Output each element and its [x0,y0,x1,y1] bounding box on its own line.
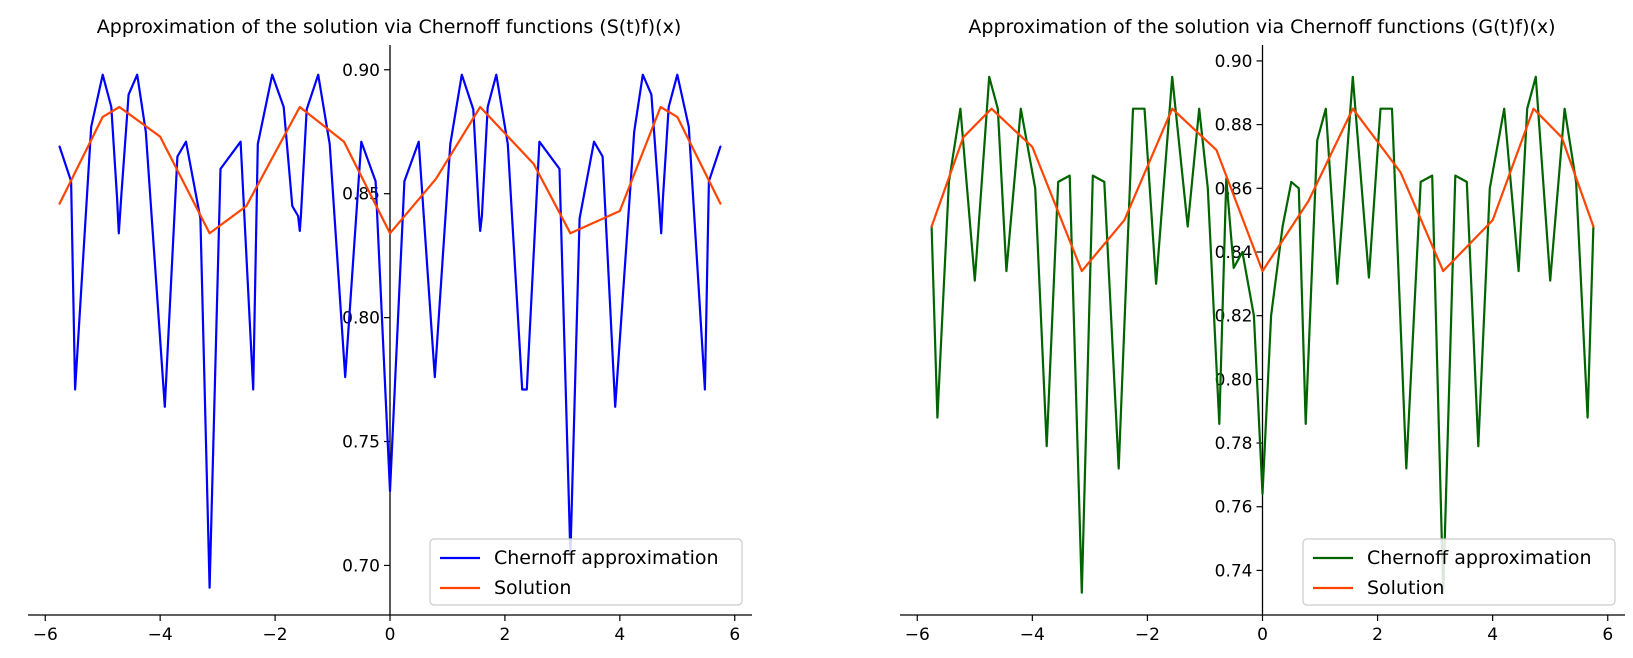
left-chart-x-tick-label: 2 [500,625,511,645]
right-chart-y-tick-label: 0.74 [1215,561,1253,581]
right-chart-legend-label: Chernoff approximation [1367,547,1592,569]
right-chart-legend: Chernoff approximation Solution [1302,538,1616,606]
right-chart-y-tick-label: 0.82 [1215,307,1253,327]
left-chart-x-tick-label: −6 [33,625,58,645]
left-chart-x-tick-label: 0 [385,625,396,645]
right-chart-x-tick-label: 6 [1602,625,1613,645]
left-chart-x-tick-label: 4 [614,625,625,645]
right-chart-legend-box [1302,538,1616,606]
right-chart-y-tick-label: 0.80 [1215,370,1253,390]
right-chart-series-chernoff-approximation-line [930,75,1595,594]
left-chart-y-tick-label: 0.70 [342,556,380,576]
right-chart-title: Approximation of the solution via Cherno… [968,16,1555,38]
left-chart-y-tick-label: 0.85 [342,185,380,205]
right-chart-y-tick-label: 0.78 [1215,434,1253,454]
left-chart-x-tick-label: −2 [263,625,288,645]
left-chart-x-tick-label: −4 [148,625,173,645]
left-chart: Approximation of the solution via Cherno… [28,16,752,645]
right-chart-x-tick-label: −6 [905,625,930,645]
left-chart-series-chernoff-approximation-line [58,73,722,589]
right-chart-legend-label: Solution [1367,577,1444,599]
right-chart-y-tick-label: 0.86 [1215,179,1253,199]
left-chart-title: Approximation of the solution via Cherno… [97,16,681,38]
right-chart-x-tick-label: −4 [1020,625,1045,645]
right-chart-x-tick-label: 0 [1257,625,1268,645]
left-chart-legend-box [429,538,743,606]
left-chart-x-tick-label: 6 [729,625,740,645]
right-chart-x-tick-label: 4 [1487,625,1498,645]
right-chart-y-tick-label: 0.76 [1215,498,1253,518]
right-chart-y-tick-label: 0.88 [1215,116,1253,136]
right-chart: Approximation of the solution via Cherno… [900,16,1625,645]
left-chart-legend-label: Solution [494,577,571,599]
left-chart-legend-label: Chernoff approximation [494,547,719,569]
left-chart-y-tick-label: 0.90 [342,61,380,81]
left-chart-series-solution-line [58,105,722,235]
left-chart-legend: Chernoff approximation Solution [429,538,743,606]
left-chart-y-tick-label: 0.80 [342,309,380,329]
right-chart-x-tick-label: 2 [1372,625,1383,645]
right-chart-y-tick-label: 0.90 [1215,52,1253,72]
left-chart-y-tick-label: 0.75 [342,433,380,453]
right-chart-x-tick-label: −2 [1135,625,1160,645]
right-chart-series-solution-line [930,107,1595,273]
